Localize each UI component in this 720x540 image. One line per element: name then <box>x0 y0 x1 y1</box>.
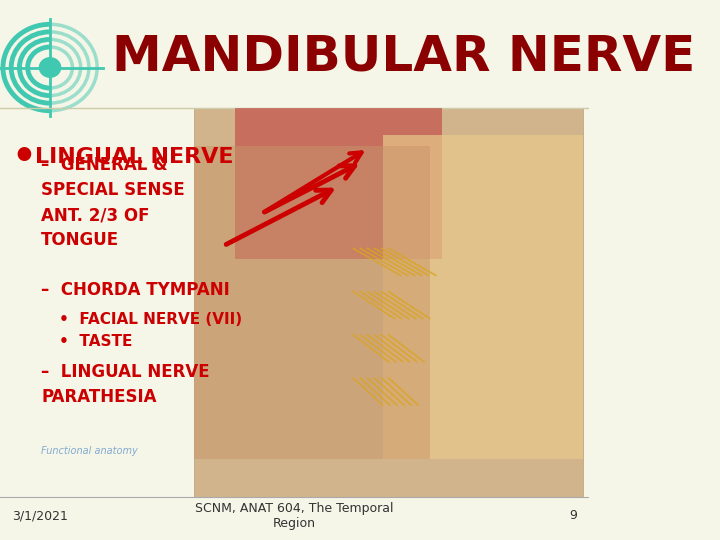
Circle shape <box>40 58 60 77</box>
FancyBboxPatch shape <box>382 135 583 459</box>
Text: –  LINGUAL NERVE
PARATHESIA: – LINGUAL NERVE PARATHESIA <box>41 363 210 406</box>
Text: 3/1/2021: 3/1/2021 <box>12 509 68 522</box>
Text: SCNM, ANAT 604, The Temporal
Region: SCNM, ANAT 604, The Temporal Region <box>195 502 394 530</box>
FancyBboxPatch shape <box>194 146 430 459</box>
Text: •: • <box>12 138 37 176</box>
Text: –  CHORDA TYMPANI: – CHORDA TYMPANI <box>41 281 230 299</box>
Text: LINGUAL NERVE: LINGUAL NERVE <box>35 146 234 167</box>
Text: •  FACIAL NERVE (VII): • FACIAL NERVE (VII) <box>59 312 242 327</box>
FancyBboxPatch shape <box>235 108 441 259</box>
Text: 9: 9 <box>569 509 577 522</box>
Text: –  GENERAL &
SPECIAL SENSE
ANT. 2/3 OF
TONGUE: – GENERAL & SPECIAL SENSE ANT. 2/3 OF TO… <box>41 156 185 249</box>
Text: Functional anatomy: Functional anatomy <box>41 446 138 456</box>
FancyBboxPatch shape <box>194 108 583 497</box>
Text: •  TASTE: • TASTE <box>59 334 132 349</box>
Text: MANDIBULAR NERVE: MANDIBULAR NERVE <box>112 33 695 80</box>
